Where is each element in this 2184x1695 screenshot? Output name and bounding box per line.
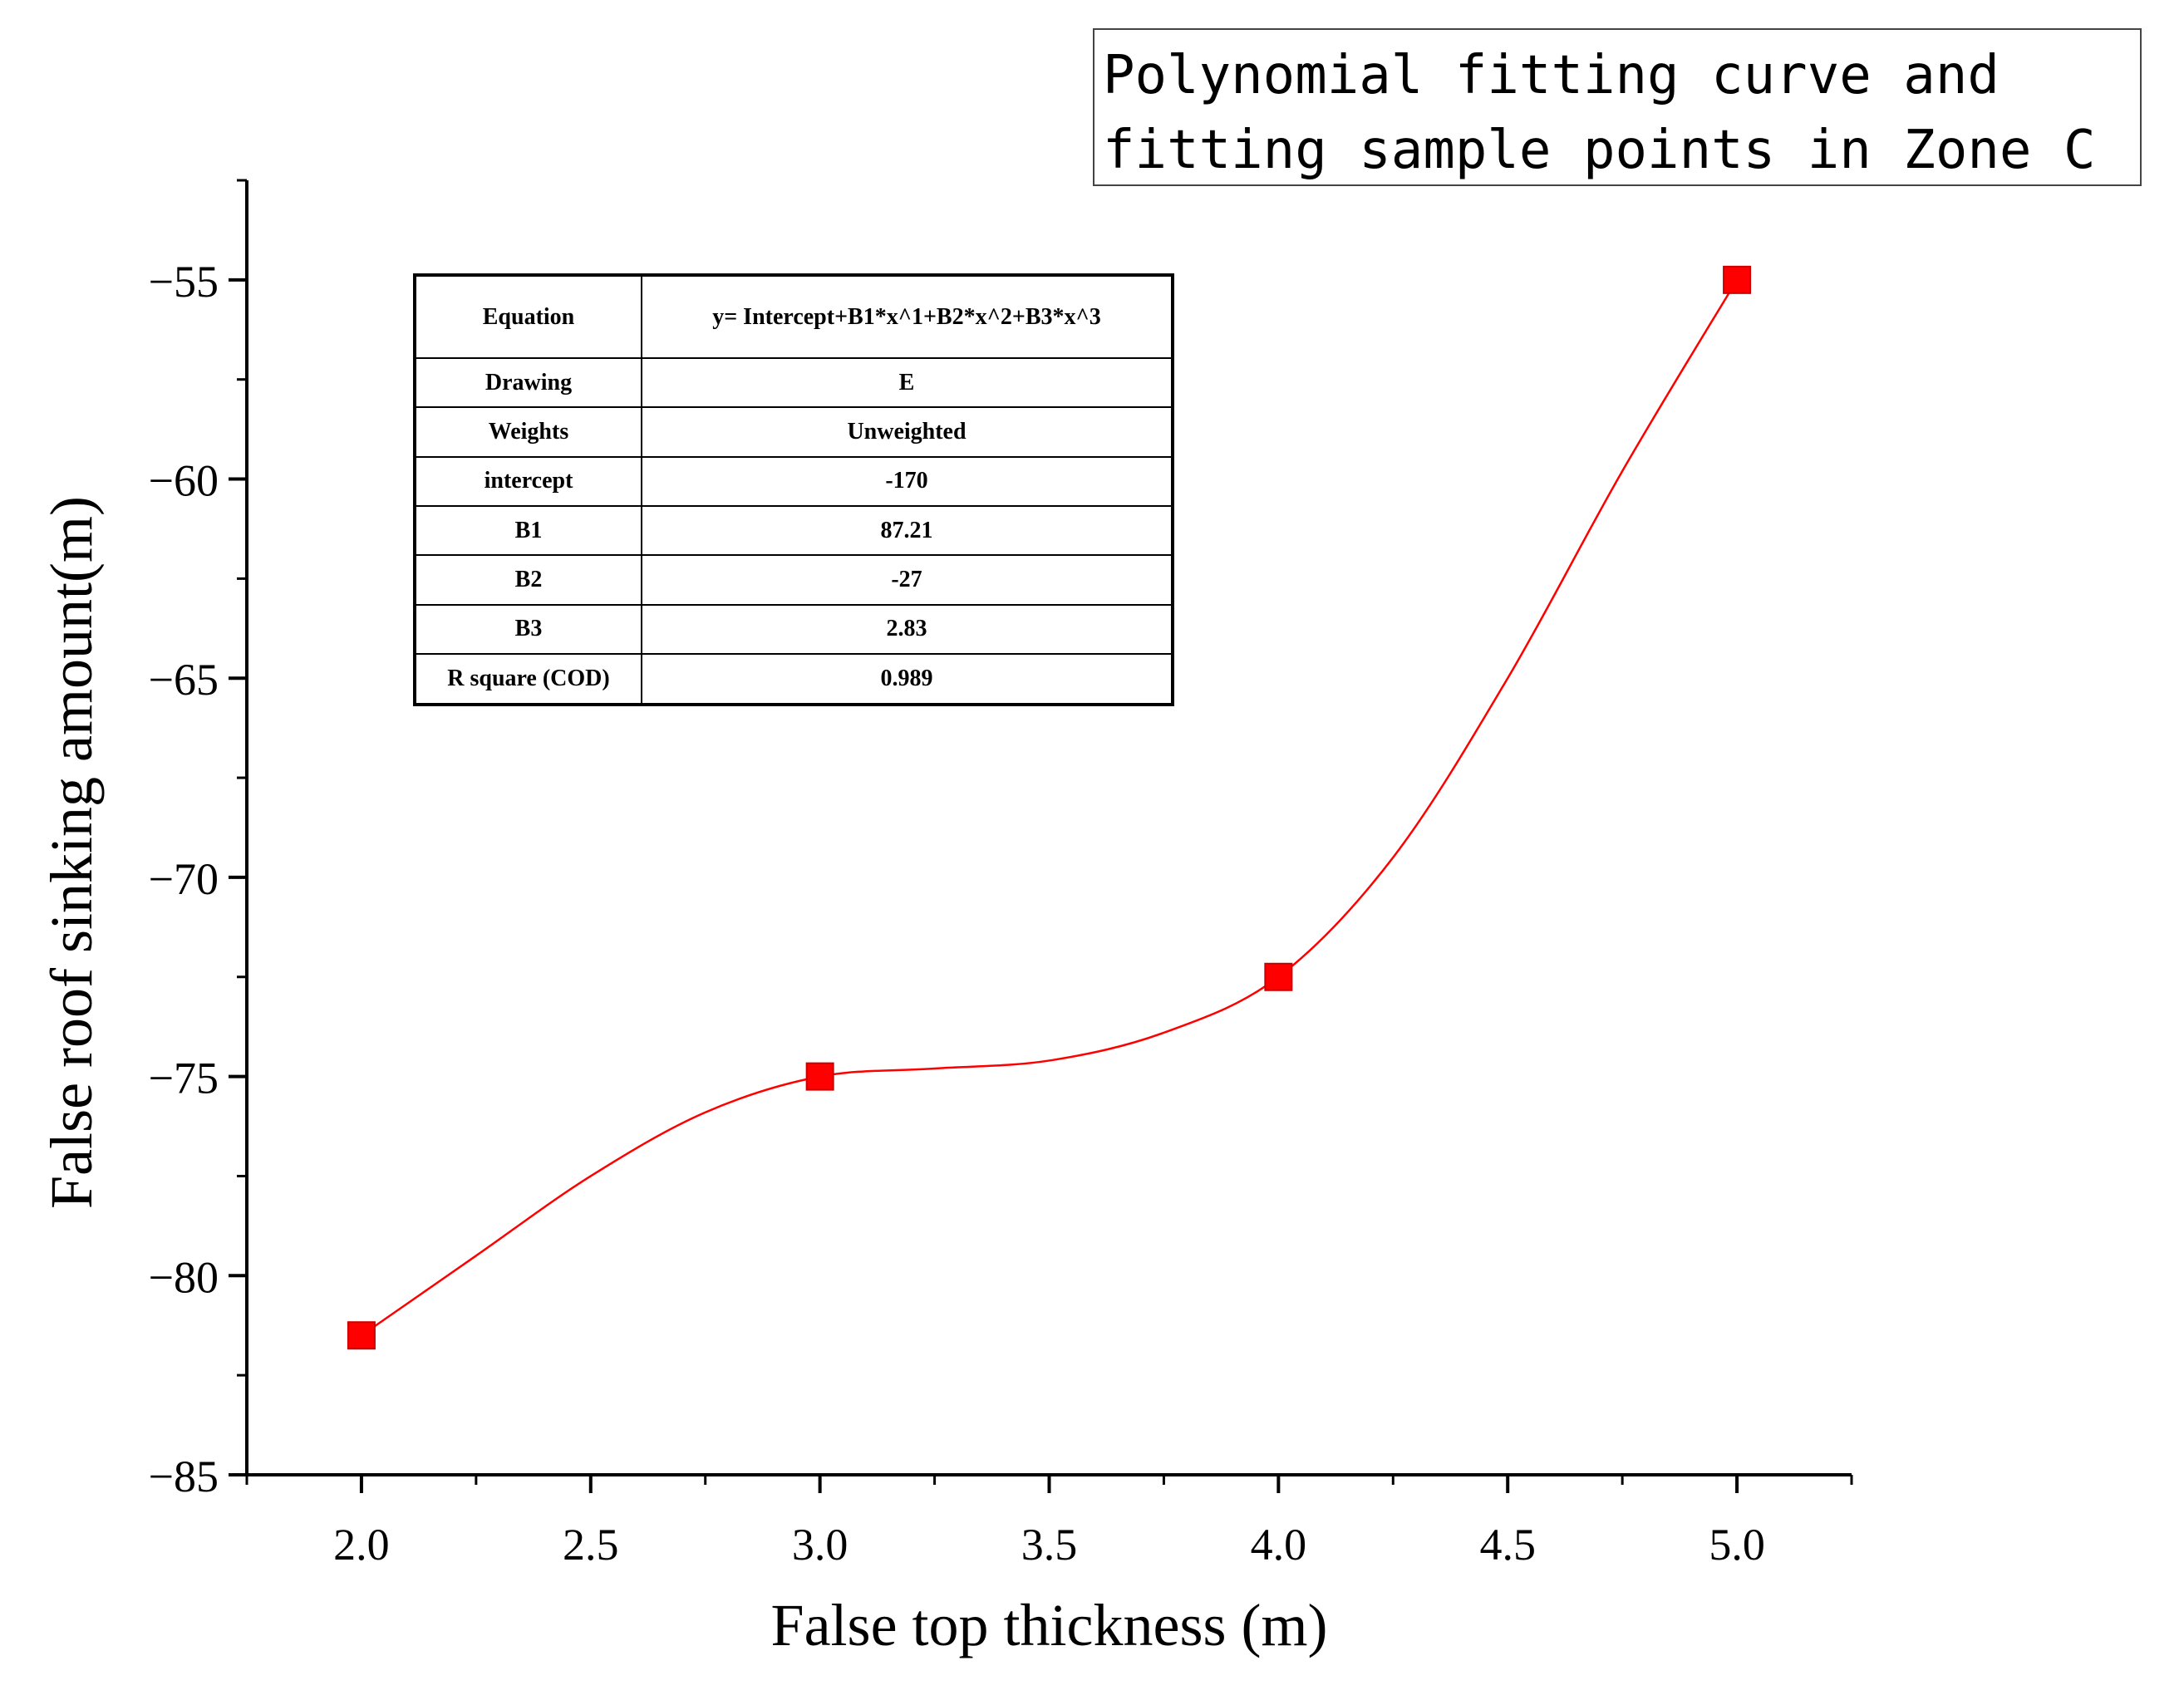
table-row: Drawing E bbox=[414, 356, 1173, 409]
table-row: B1 87.21 bbox=[414, 504, 1173, 557]
data-point-marker bbox=[347, 1321, 376, 1350]
table-row: Equation y= Intercept+B1*x^1+B2*x^2+B3*x… bbox=[414, 274, 1173, 359]
data-point-marker bbox=[805, 1062, 834, 1091]
table-row: R square (COD) 0.989 bbox=[414, 652, 1173, 706]
y-tick-label: −75 bbox=[149, 1054, 219, 1103]
table-row: B3 2.83 bbox=[414, 603, 1173, 655]
table-value-cell: E bbox=[641, 356, 1173, 409]
table-value-cell: 0.989 bbox=[641, 652, 1173, 706]
y-tick-label: −85 bbox=[149, 1452, 219, 1501]
data-point-marker bbox=[1723, 265, 1752, 294]
table-row: intercept -170 bbox=[414, 455, 1173, 507]
x-tick-label: 4.5 bbox=[1479, 1520, 1536, 1570]
fit-parameters-table: Equation y= Intercept+B1*x^1+B2*x^2+B3*x… bbox=[413, 273, 1174, 706]
x-tick-label: 4.0 bbox=[1251, 1520, 1307, 1570]
table-key-cell: Drawing bbox=[414, 356, 642, 409]
chart-title-line-1: Polynomial fitting curve and bbox=[1103, 45, 2000, 106]
table-key-cell: Weights bbox=[414, 406, 642, 458]
x-tick-label: 2.5 bbox=[563, 1520, 619, 1570]
x-tick-label: 5.0 bbox=[1709, 1520, 1765, 1570]
table-value-cell: 2.83 bbox=[641, 603, 1173, 655]
table-value-cell: 87.21 bbox=[641, 504, 1173, 557]
x-tick-label: 3.5 bbox=[1021, 1520, 1078, 1570]
x-axis-label: False top thickness (m) bbox=[771, 1592, 1328, 1658]
table-value-cell: y= Intercept+B1*x^1+B2*x^2+B3*x^3 bbox=[641, 274, 1173, 359]
chart-title-box: Polynomial fitting curve and fitting sam… bbox=[1093, 28, 2142, 186]
table-row: Weights Unweighted bbox=[414, 406, 1173, 458]
table-row: B2 -27 bbox=[414, 554, 1173, 606]
y-axis-label: False roof sinking amount(m) bbox=[38, 496, 105, 1209]
table-key-cell: R square (COD) bbox=[414, 652, 642, 706]
fit-curve-line bbox=[361, 279, 1739, 1337]
x-tick-label: 2.0 bbox=[333, 1520, 390, 1570]
table-value-cell: -27 bbox=[641, 554, 1173, 606]
data-point-marker bbox=[1264, 962, 1293, 991]
chart-title-line-2: fitting sample points in Zone C bbox=[1103, 120, 2096, 181]
y-tick-label: −80 bbox=[149, 1252, 219, 1302]
y-tick-label: −65 bbox=[149, 655, 219, 705]
table-key-cell: Equation bbox=[414, 274, 642, 359]
table-key-cell: B1 bbox=[414, 504, 642, 557]
y-tick-label: −70 bbox=[149, 854, 219, 904]
y-tick-label: −60 bbox=[149, 456, 219, 506]
x-tick-label: 3.0 bbox=[792, 1520, 849, 1570]
table-key-cell: B3 bbox=[414, 603, 642, 655]
table-key-cell: intercept bbox=[414, 455, 642, 507]
y-tick-label: −55 bbox=[149, 257, 219, 307]
table-value-cell: Unweighted bbox=[641, 406, 1173, 458]
table-value-cell: -170 bbox=[641, 455, 1173, 507]
table-key-cell: B2 bbox=[414, 554, 642, 606]
